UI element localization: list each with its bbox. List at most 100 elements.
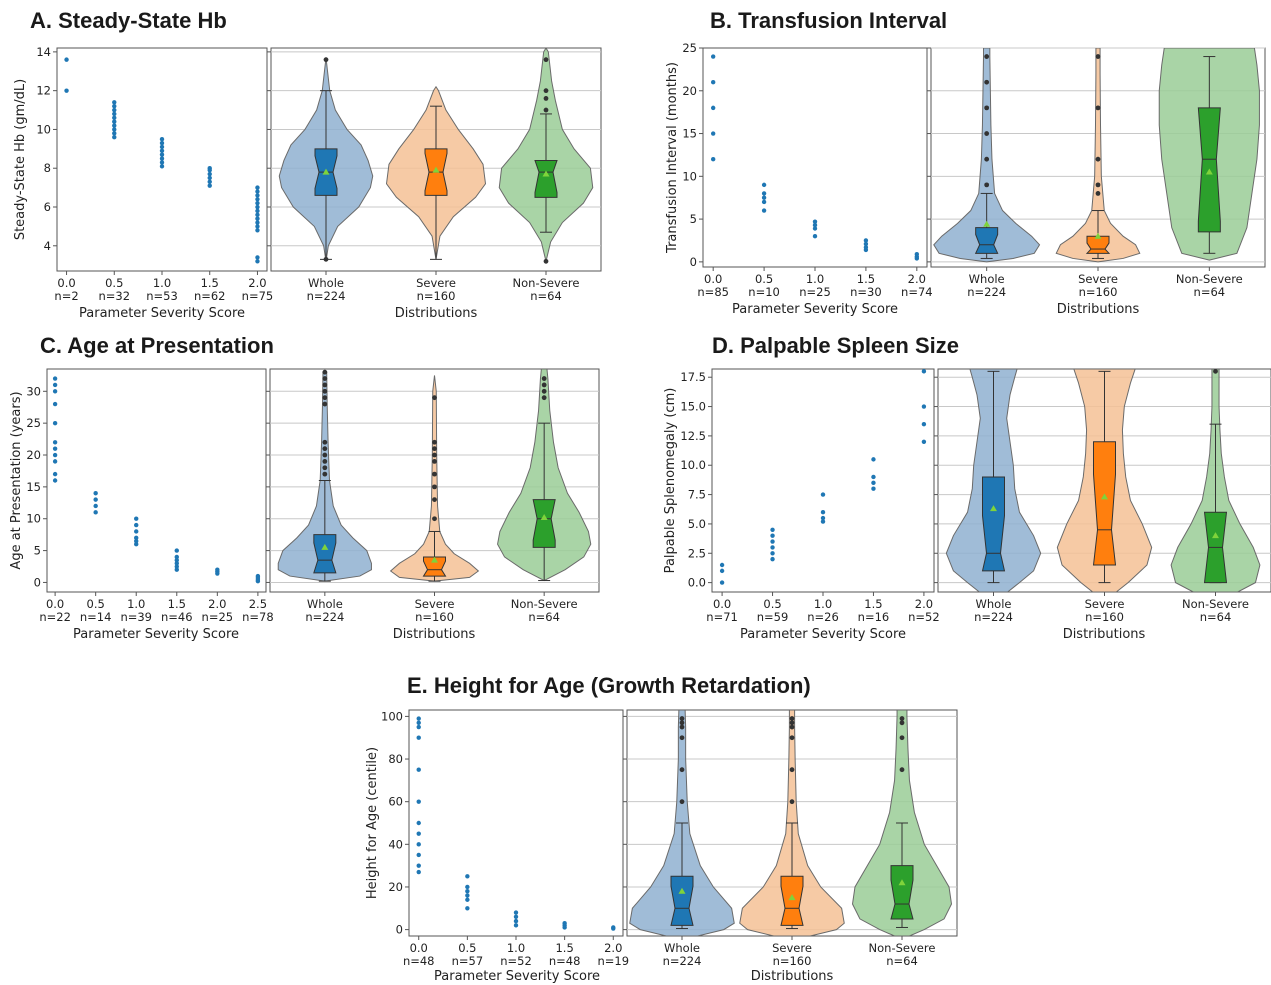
x-tick-label: 0.5 bbox=[87, 597, 105, 611]
violin-group bbox=[945, 369, 1042, 592]
mean-marker bbox=[432, 166, 440, 173]
scatter-point bbox=[770, 527, 775, 532]
outlier-point bbox=[1213, 369, 1218, 374]
distribution-label: Non-Severe bbox=[513, 276, 580, 290]
distribution-count: n=64 bbox=[886, 954, 918, 968]
scatter-point bbox=[255, 193, 260, 198]
scatter-point bbox=[207, 166, 212, 171]
outlier-point bbox=[984, 156, 990, 162]
scatter-point bbox=[770, 539, 775, 544]
scatter-point bbox=[52, 376, 58, 381]
scatter-point bbox=[174, 561, 179, 566]
y-tick-label: 0 bbox=[34, 575, 41, 589]
outlier-point bbox=[322, 471, 328, 477]
violin-group bbox=[389, 375, 480, 582]
y-tick-label: 12 bbox=[36, 84, 51, 98]
y-tick-label: 0 bbox=[690, 255, 697, 269]
x-count-label: n=32 bbox=[98, 289, 130, 303]
mean-marker bbox=[678, 887, 686, 894]
scatter-point bbox=[255, 228, 260, 233]
y-tick-label: 2.5 bbox=[688, 546, 706, 560]
scatter-point bbox=[255, 185, 260, 190]
outlier-point bbox=[543, 96, 549, 101]
x-count-label: n=57 bbox=[452, 954, 484, 968]
scatter-point bbox=[134, 516, 139, 521]
distribution-label: Whole bbox=[308, 276, 344, 290]
x-tick-label: 0.5 bbox=[105, 276, 123, 290]
scatter-point bbox=[416, 724, 421, 730]
scatter-point bbox=[93, 491, 98, 496]
outlier-point bbox=[1095, 105, 1101, 111]
y-tick-label: 15 bbox=[682, 127, 697, 141]
y-tick-label: 10.0 bbox=[680, 458, 706, 472]
scatter-point bbox=[761, 191, 767, 196]
box bbox=[670, 875, 694, 926]
panel-c-xlabel-score: Parameter Severity Score bbox=[73, 627, 239, 642]
scatter-point bbox=[255, 220, 260, 225]
scatter-point bbox=[255, 197, 260, 202]
x-tick-label: 0.0 bbox=[410, 941, 428, 955]
scatter-point bbox=[863, 241, 869, 247]
scatter-point bbox=[770, 551, 775, 556]
scatter-point bbox=[255, 212, 260, 217]
scatter-point bbox=[93, 510, 98, 515]
scatter-point bbox=[871, 486, 876, 491]
y-tick-label: 20 bbox=[682, 84, 697, 98]
scatter-point bbox=[812, 234, 818, 239]
outlier-point bbox=[1095, 191, 1101, 196]
violin-group bbox=[277, 369, 372, 582]
scatter-point bbox=[255, 255, 260, 260]
outlier-point bbox=[1095, 54, 1101, 59]
outlier-point bbox=[432, 458, 437, 464]
scatter-point bbox=[921, 439, 927, 444]
panel-d-ylabel: Palpable Splenomegaly (cm) bbox=[663, 388, 678, 574]
x-count-label: n=74 bbox=[901, 285, 933, 299]
outlier-point bbox=[789, 799, 795, 805]
outlier-point bbox=[322, 376, 328, 381]
scatter-point bbox=[159, 136, 165, 142]
scatter-point bbox=[820, 515, 826, 521]
scatter-point bbox=[134, 522, 139, 528]
y-tick-label: 8 bbox=[44, 161, 51, 175]
distribution-count: n=160 bbox=[417, 289, 456, 303]
panel-d-title: D. Palpable Spleen Size bbox=[712, 333, 959, 358]
scatter-point bbox=[465, 884, 470, 890]
scatter-point bbox=[416, 720, 421, 725]
y-tick-label: 40 bbox=[388, 837, 403, 851]
y-tick-label: 17.5 bbox=[680, 370, 706, 384]
x-count-label: n=62 bbox=[194, 289, 226, 303]
mean-marker bbox=[990, 505, 997, 512]
distribution-label: Severe bbox=[1085, 597, 1125, 611]
scatter-point bbox=[174, 554, 179, 560]
x-count-label: n=85 bbox=[697, 285, 729, 299]
scatter-point bbox=[255, 208, 260, 214]
panel-a-ylabel: Steady-State Hb (gm/dL) bbox=[13, 79, 28, 240]
box bbox=[422, 556, 447, 577]
mean-marker bbox=[898, 879, 906, 886]
scatter-point bbox=[921, 421, 927, 427]
outlier-point bbox=[432, 516, 437, 522]
scatter-point bbox=[465, 889, 470, 894]
x-tick-label: 2.0 bbox=[604, 941, 622, 955]
distribution-label: Non-Severe bbox=[511, 597, 578, 611]
x-tick-label: 0.5 bbox=[458, 941, 476, 955]
y-tick-label: 20 bbox=[26, 448, 41, 462]
x-count-label: n=2 bbox=[54, 289, 78, 303]
box bbox=[1092, 441, 1117, 566]
y-tick-label: 14 bbox=[36, 45, 51, 59]
distribution-label: Severe bbox=[772, 941, 812, 955]
outlier-point bbox=[432, 484, 437, 490]
scatter-point bbox=[52, 440, 58, 445]
outlier-point bbox=[543, 258, 549, 264]
x-tick-label: 0.0 bbox=[57, 276, 75, 290]
y-tick-label: 20 bbox=[388, 880, 403, 894]
scatter-point bbox=[207, 171, 212, 177]
scatter-point bbox=[416, 735, 421, 740]
outlier-point bbox=[789, 724, 795, 730]
panel-d-marks: 0.02.55.07.510.012.515.017.50.0n=710.5n=… bbox=[680, 369, 1271, 624]
scatter-point bbox=[112, 111, 117, 117]
y-tick-label: 10 bbox=[682, 169, 697, 183]
y-tick-label: 10 bbox=[36, 122, 51, 136]
scatter-point bbox=[52, 446, 58, 451]
outlier-point bbox=[432, 497, 437, 503]
